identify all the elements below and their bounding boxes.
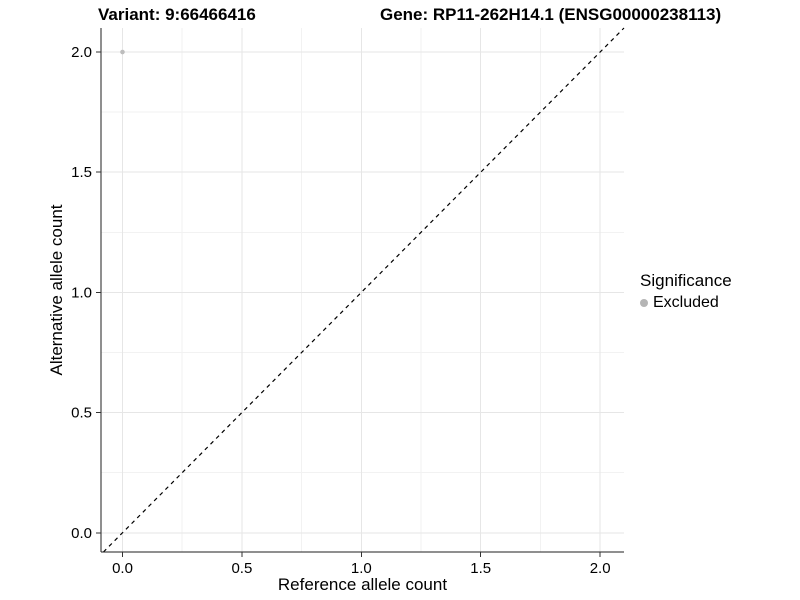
y-tick-label: 0.5 xyxy=(71,405,92,422)
identity-line xyxy=(102,27,625,553)
y-tick-label: 1.0 xyxy=(71,284,92,301)
legend-item: Excluded xyxy=(640,294,732,312)
x-tick-label: 0.0 xyxy=(112,560,133,577)
legend-point-icon xyxy=(640,299,648,307)
x-tick-label: 0.5 xyxy=(231,560,252,577)
plot-title-gene: Gene: RP11-262H14.1 (ENSG00000238113) xyxy=(380,5,722,24)
y-tick-label: 2.0 xyxy=(71,44,92,61)
x-tick-label: 2.0 xyxy=(590,560,611,577)
legend: Significance Excluded xyxy=(640,271,732,312)
x-axis-title: Reference allele count xyxy=(277,575,448,594)
x-tick-label: 1.0 xyxy=(351,560,372,577)
x-tick-label: 1.5 xyxy=(470,560,491,577)
y-tick-label: 0.0 xyxy=(71,525,92,542)
y-tick-label: 1.5 xyxy=(71,164,92,181)
data-point xyxy=(120,49,125,55)
plot-title-variant: Variant: 9:66466416 xyxy=(98,5,256,24)
legend-item-label: Excluded xyxy=(653,294,719,311)
legend-title: Significance xyxy=(640,271,732,290)
